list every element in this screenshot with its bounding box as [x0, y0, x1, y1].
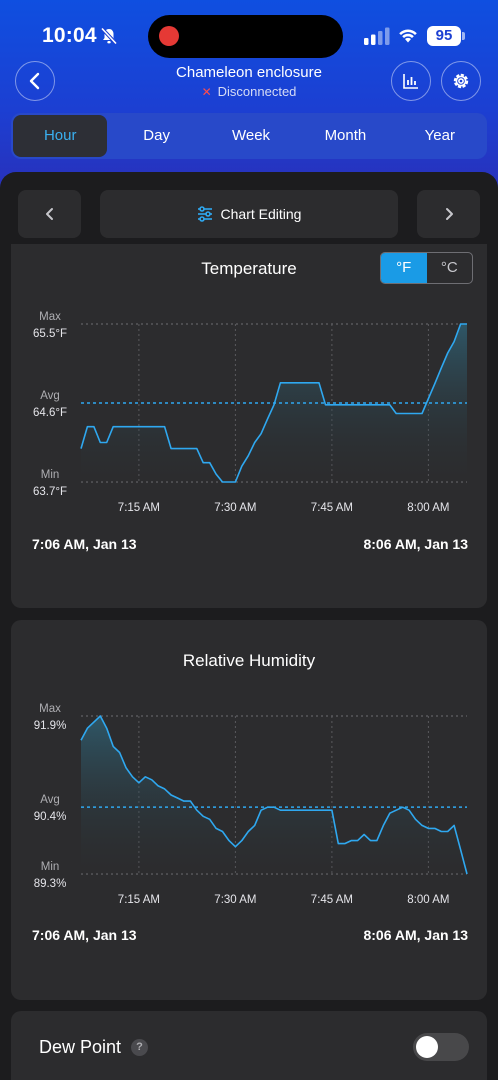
sliders-icon [197, 206, 212, 222]
toggle-knob [416, 1036, 438, 1058]
x-tick-label: 8:00 AM [407, 502, 449, 514]
battery-indicator: 95 [427, 26, 461, 46]
temperature-card: Temperature °F °C 7:15 AM 7:30 AM 7:45 AM 8… [11, 244, 487, 608]
help-icon[interactable]: ? [131, 1039, 148, 1056]
chevron-left-icon [45, 208, 53, 220]
y-label-name: Max [39, 703, 61, 715]
chevron-right-icon [445, 208, 453, 220]
clock: 10:04 [42, 24, 97, 47]
dew-point-toggle[interactable] [413, 1033, 469, 1061]
chevron-left-icon [29, 72, 40, 90]
chart-navigation: Chart Editing [18, 190, 480, 238]
tab-hour[interactable]: Hour [13, 115, 108, 157]
humidity-card: Relative Humidity 7:15 AM 7:30 AM 7:45 AM 8… [11, 620, 487, 1000]
unit-toggle: °F °C [380, 252, 473, 284]
wifi-icon [399, 29, 417, 43]
next-period-button[interactable] [417, 190, 480, 238]
fahrenheit-option[interactable]: °F [381, 253, 427, 283]
status-bar: 10:04 95 [0, 0, 498, 60]
chart-editing-label: Chart Editing [220, 206, 302, 222]
tab-year[interactable]: Year [424, 127, 455, 144]
x-tick-label: 7:15 AM [118, 502, 160, 514]
x-tick-label: 7:45 AM [311, 502, 353, 514]
tab-month[interactable]: Month [324, 127, 367, 144]
series-line [80, 323, 467, 483]
range-end-label: 8:06 AM, Jan 13 [363, 536, 468, 552]
y-label-value: 90.4% [34, 811, 67, 823]
connection-status: ✕ Disconnected [0, 84, 498, 99]
chart-editing-button[interactable]: Chart Editing [100, 190, 398, 238]
humidity-chart: 7:15 AM 7:30 AM 7:45 AM 8:00 AM Max 91.9% Avg 9… [34, 703, 468, 906]
x-tick-label: 7:30 AM [214, 894, 256, 906]
tab-day[interactable]: Day [143, 127, 170, 144]
y-label-value: 89.3% [34, 878, 67, 890]
back-button[interactable] [15, 61, 55, 101]
y-label-name: Avg [40, 390, 60, 402]
range-end-label: 8:06 AM, Jan 13 [363, 927, 468, 943]
y-label-value: 65.5°F [33, 328, 67, 340]
dew-point-card: Dew Point ? [11, 1011, 487, 1080]
series-area [81, 324, 467, 482]
cellular-signal-icon [364, 27, 390, 45]
error-x-icon: ✕ [201, 85, 212, 99]
previous-period-button[interactable] [18, 190, 81, 238]
y-label-name: Min [41, 469, 60, 481]
humidity-title: Relative Humidity [182, 651, 316, 670]
x-tick-label: 7:15 AM [118, 894, 160, 906]
x-tick-label: 7:30 AM [214, 502, 256, 514]
bar-chart-icon [403, 74, 418, 89]
temperature-chart: 7:15 AM 7:30 AM 7:45 AM 8:00 AM Max 65.5°F Avg… [33, 311, 467, 514]
range-start-label: 7:06 AM, Jan 13 [32, 536, 137, 552]
device-name: Chameleon enclosure [176, 64, 322, 81]
dynamic-island [148, 15, 343, 58]
celsius-option[interactable]: °C [440, 259, 458, 276]
y-label-value: 91.9% [34, 720, 67, 732]
y-label-name: Min [41, 861, 60, 873]
gear-icon [453, 73, 469, 89]
y-label-name: Avg [40, 794, 60, 806]
battery-tip [462, 32, 465, 40]
temperature-title: Temperature [201, 259, 297, 278]
range-start-label: 7:06 AM, Jan 13 [32, 927, 137, 943]
connection-status-label: Disconnected [217, 84, 297, 99]
x-tick-label: 8:00 AM [407, 894, 449, 906]
tab-week[interactable]: Week [231, 127, 271, 144]
y-label-name: Max [39, 311, 61, 323]
recording-indicator [159, 26, 179, 46]
time-range-tabs: Hour Day Week Month Year [11, 113, 487, 159]
dew-point-label: Dew Point [39, 1037, 122, 1057]
settings-button[interactable] [441, 61, 481, 101]
y-label-value: 63.7°F [33, 486, 67, 498]
y-label-value: 64.6°F [33, 407, 67, 419]
bell-muted-icon [100, 27, 118, 45]
chart-view-button[interactable] [391, 61, 431, 101]
x-tick-label: 7:45 AM [311, 894, 353, 906]
series-area [81, 716, 467, 874]
